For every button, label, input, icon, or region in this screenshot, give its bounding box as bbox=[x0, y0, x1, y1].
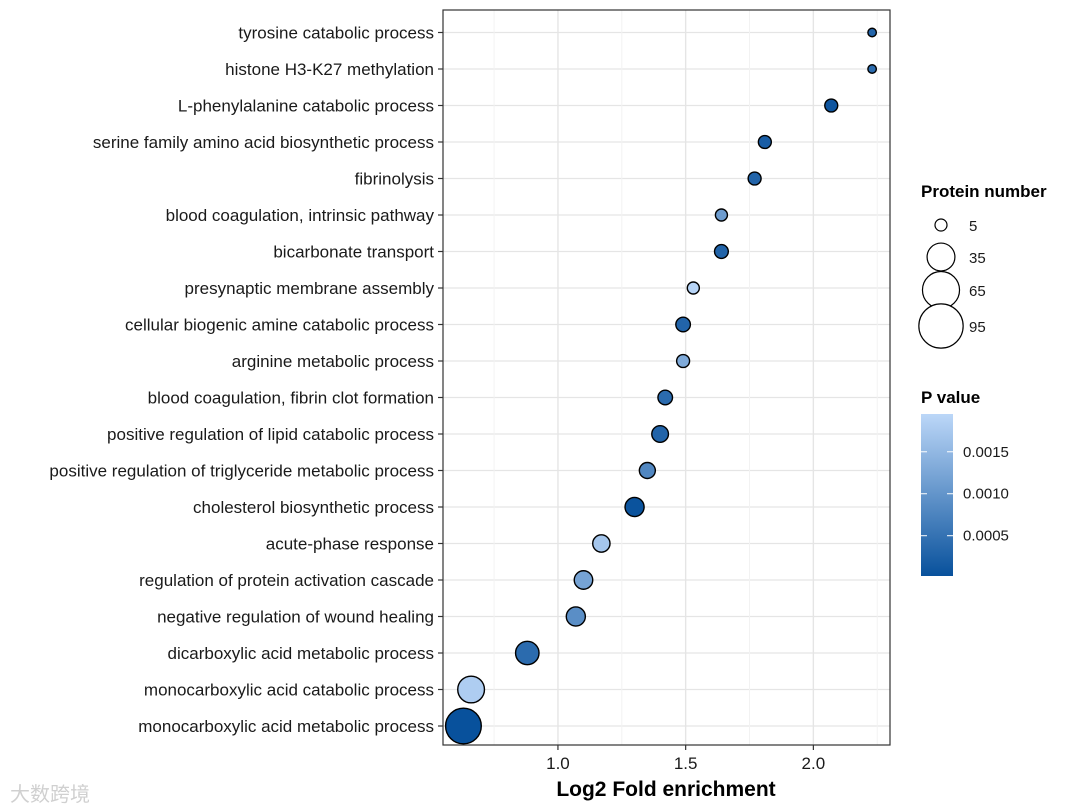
color-legend-title: P value bbox=[921, 388, 980, 407]
data-point bbox=[624, 496, 645, 518]
y-tick-label: monocarboxylic acid catabolic process bbox=[144, 681, 434, 700]
size-legend-symbol bbox=[934, 218, 948, 232]
data-point bbox=[675, 316, 692, 333]
data-point bbox=[747, 171, 762, 186]
size-legend-symbol bbox=[918, 303, 964, 349]
data-point bbox=[867, 64, 878, 74]
color-legend-tick-label: 0.0005 bbox=[963, 528, 1009, 545]
color-legend-tick-label: 0.0015 bbox=[963, 444, 1009, 461]
size-legend-title: Protein number bbox=[921, 182, 1047, 201]
size-legend-items: 5 35 65 95 bbox=[918, 218, 986, 349]
data-point bbox=[713, 243, 730, 260]
size-legend-symbol bbox=[921, 270, 961, 310]
size-legend-symbol bbox=[926, 242, 956, 272]
color-legend-ticks: 0.0015 0.0010 0.0005 bbox=[921, 444, 1009, 545]
y-tick-label: tyrosine catabolic process bbox=[238, 24, 434, 43]
data-point bbox=[651, 424, 670, 444]
data-point bbox=[657, 389, 674, 406]
y-tick-label: positive regulation of lipid catabolic p… bbox=[107, 425, 434, 444]
data-point bbox=[457, 675, 486, 704]
data-point bbox=[714, 208, 729, 222]
grid-lines bbox=[443, 10, 890, 745]
data-point bbox=[686, 281, 701, 295]
y-tick-label: blood coagulation, intrinsic pathway bbox=[166, 206, 435, 225]
data-point bbox=[565, 606, 587, 627]
y-tick-label: regulation of protein activation cascade bbox=[139, 571, 434, 590]
y-tick-label: negative regulation of wound healing bbox=[157, 608, 434, 627]
y-tick-label: blood coagulation, fibrin clot formation bbox=[148, 389, 434, 408]
data-points bbox=[444, 27, 878, 745]
y-tick-label: acute-phase response bbox=[266, 535, 434, 554]
size-legend-label: 5 bbox=[969, 218, 977, 235]
watermark: 大数跨境 bbox=[10, 782, 90, 806]
y-tick-label: positive regulation of triglyceride meta… bbox=[49, 462, 434, 481]
y-tick-label: histone H3-K27 methylation bbox=[225, 60, 434, 79]
y-tick-label: L-phenylalanine catabolic process bbox=[178, 97, 434, 116]
x-tick-label: 2.0 bbox=[802, 754, 826, 773]
data-point bbox=[675, 353, 691, 369]
x-axis-ticks: 1.0 1.5 2.0 bbox=[546, 745, 825, 773]
y-tick-label: presynaptic membrane assembly bbox=[185, 279, 435, 298]
x-axis-title: Log2 Fold enrichment bbox=[556, 778, 775, 801]
color-legend: P value 0.0015 0.0010 0.0005 bbox=[921, 388, 1009, 576]
size-legend: Protein number 5 35 65 95 bbox=[918, 182, 1047, 349]
data-point bbox=[757, 134, 773, 150]
size-legend-label: 35 bbox=[969, 250, 986, 267]
data-point bbox=[638, 461, 657, 480]
panel-border bbox=[442, 9, 891, 746]
y-tick-label: cholesterol biosynthetic process bbox=[193, 498, 434, 517]
color-legend-tick-label: 0.0010 bbox=[963, 486, 1009, 503]
y-tick-label: arginine metabolic process bbox=[232, 352, 434, 371]
y-tick-label: fibrinolysis bbox=[355, 170, 434, 189]
data-point bbox=[573, 570, 594, 590]
color-legend-bar bbox=[921, 414, 953, 576]
data-point bbox=[514, 640, 540, 666]
y-tick-label: cellular biogenic amine catabolic proces… bbox=[125, 316, 434, 335]
y-tick-label: bicarbonate transport bbox=[273, 243, 434, 262]
x-tick-label: 1.0 bbox=[546, 754, 570, 773]
data-point bbox=[867, 27, 878, 38]
y-tick-label: serine family amino acid biosynthetic pr… bbox=[93, 133, 434, 152]
data-point bbox=[824, 98, 839, 113]
y-tick-label: dicarboxylic acid metabolic process bbox=[168, 644, 434, 663]
size-legend-label: 95 bbox=[969, 319, 986, 336]
data-point bbox=[592, 534, 611, 553]
x-tick-label: 1.5 bbox=[674, 754, 698, 773]
y-tick-label: monocarboxylic acid metabolic process bbox=[138, 717, 434, 736]
size-legend-label: 65 bbox=[969, 283, 986, 300]
data-point bbox=[444, 707, 482, 745]
y-axis-labels: tyrosine catabolic process histone H3-K27… bbox=[49, 24, 443, 736]
